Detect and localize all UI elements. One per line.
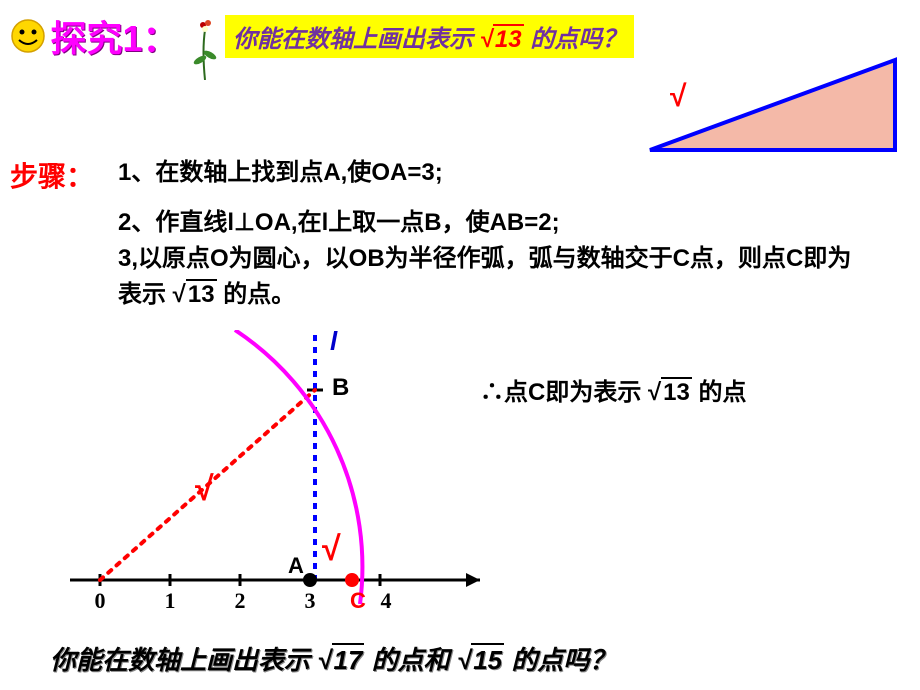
- tick-3: 3: [305, 588, 316, 613]
- B-label: B: [332, 374, 349, 401]
- number-line-diagram: 0 1 2 3 4 l B A C √ √: [60, 330, 500, 610]
- question-highlight: 你能在数轴上画出表示 √13 的点吗？: [225, 15, 634, 58]
- tick-4: 4: [381, 588, 392, 613]
- C-label: C: [350, 588, 366, 613]
- sqrt-13-icon: √13: [480, 26, 524, 54]
- flower-icon: [190, 10, 220, 85]
- tick-2: 2: [235, 588, 246, 613]
- inquiry-title: 探究1：: [50, 10, 178, 62]
- sqrt-13-step-icon: √13: [173, 277, 217, 313]
- conclusion-suffix: 的点: [699, 379, 747, 406]
- sqrt-15-icon: √15: [457, 645, 504, 676]
- bottom-mid: 的点和: [372, 645, 457, 675]
- bottom-question: 你能在数轴上画出表示 √17 的点和 √15 的点吗？: [50, 640, 615, 677]
- question-prefix: 你能在数轴上画出表示: [233, 26, 480, 53]
- sqrt-17-icon: √17: [317, 645, 364, 676]
- sqrt-13-conclusion-icon: √13: [648, 379, 692, 407]
- bottom-prefix: 你能在数轴上画出表示: [50, 645, 317, 675]
- conclusion-text: ∴点C即为表示 √13 的点: [480, 372, 747, 407]
- step-1: 1、在数轴上找到点A,使OA=3;: [118, 155, 443, 191]
- bottom-suffix: 的点吗？: [511, 645, 615, 675]
- step-3-suffix: 的点。: [223, 281, 295, 308]
- step-2-text: 2、作直线l⊥OA,在l上取一点B，使AB=2;: [118, 209, 560, 236]
- checkmark-icon: √: [670, 80, 686, 114]
- question-suffix: 的点吗？: [530, 26, 626, 53]
- tick-1: 1: [165, 588, 176, 613]
- conclusion-prefix: ∴点C即为表示: [480, 379, 648, 406]
- check-leg-icon: √: [322, 530, 341, 568]
- check-hyp-icon: √: [195, 470, 214, 508]
- tick-0: 0: [95, 588, 106, 613]
- step-2-3: 2、作直线l⊥OA,在l上取一点B，使AB=2; 3,以原点O为圆心，以OB为半…: [118, 205, 868, 313]
- A-label: A: [288, 553, 304, 578]
- l-label: l: [330, 330, 338, 356]
- smiley-icon: [10, 18, 46, 54]
- steps-label: 步骤：: [10, 155, 94, 195]
